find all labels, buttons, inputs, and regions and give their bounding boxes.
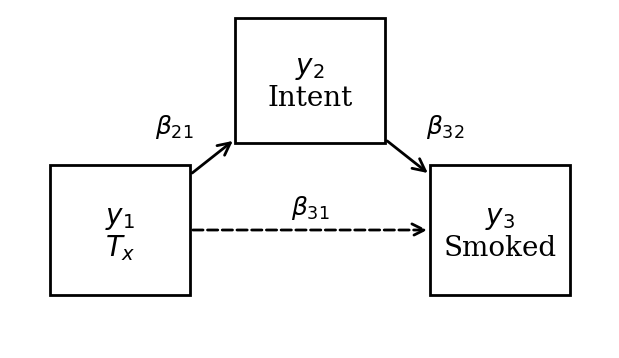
- Text: $y_2$: $y_2$: [295, 54, 325, 82]
- Bar: [430, 165, 570, 295]
- Text: $T_x$: $T_x$: [105, 233, 136, 263]
- Text: $\beta_{31}$: $\beta_{31}$: [291, 194, 329, 222]
- Text: $\beta_{21}$: $\beta_{21}$: [155, 113, 194, 141]
- Text: $\beta_{32}$: $\beta_{32}$: [426, 113, 465, 141]
- Bar: [50, 165, 190, 295]
- Bar: [235, 18, 385, 142]
- Text: $y_3$: $y_3$: [485, 204, 515, 232]
- Text: Intent: Intent: [267, 84, 353, 111]
- Text: Smoked: Smoked: [443, 234, 556, 261]
- Text: $y_1$: $y_1$: [105, 204, 135, 232]
